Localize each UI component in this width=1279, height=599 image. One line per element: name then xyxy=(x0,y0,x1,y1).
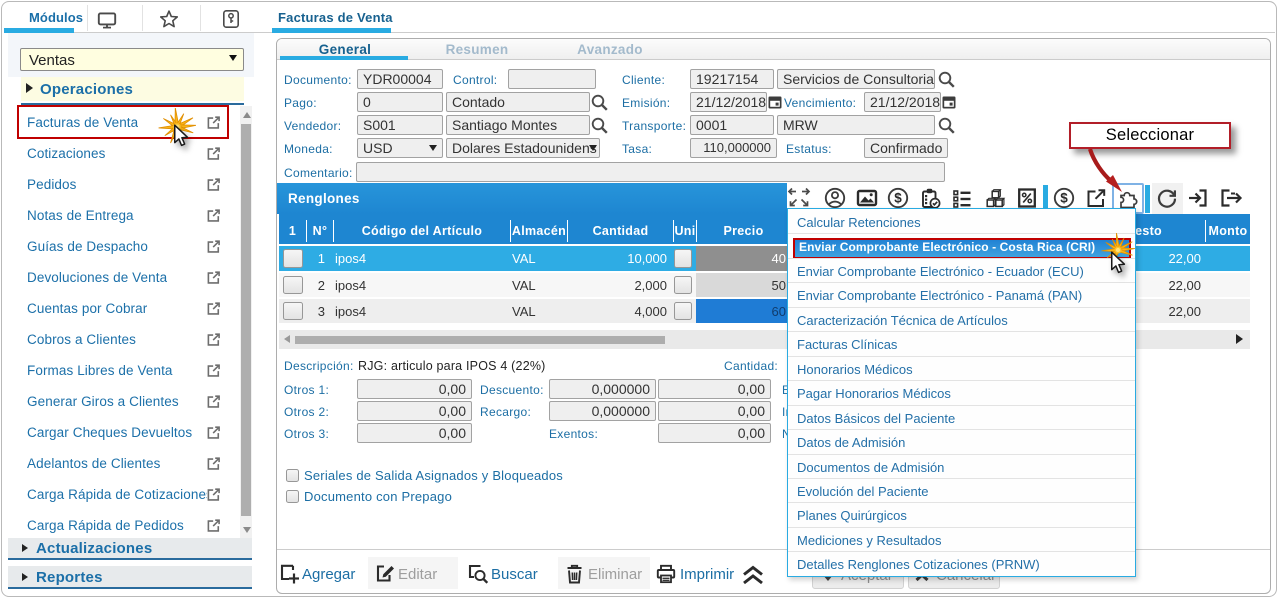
svg-text:$: $ xyxy=(1060,191,1068,206)
svg-text:$: $ xyxy=(894,191,902,206)
